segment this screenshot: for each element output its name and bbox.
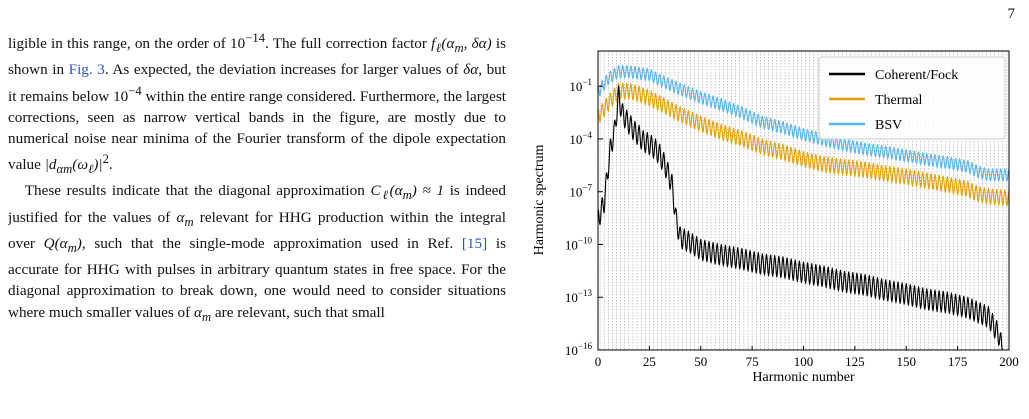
x-tick-label: 150 (897, 354, 917, 369)
legend: Coherent/Fock Thermal BSV (818, 56, 1006, 140)
x-tick-label: 0 (595, 354, 602, 369)
x-tick-label: 175 (948, 354, 968, 369)
reference-15-link[interactable]: [15] (461, 234, 488, 252)
series-line-thermal (598, 82, 1009, 207)
y-tick-label: 10−4 (569, 130, 592, 147)
page-number: 7 (1007, 6, 1016, 22)
y-tick-label: 10−10 (565, 235, 593, 252)
paragraph-2: These results indicate that the diagonal… (8, 182, 506, 324)
body-text: ligible in this range, on the order of 1… (8, 28, 506, 419)
x-tick-label: 25 (643, 354, 656, 369)
series-line-coherent-fock (598, 85, 1005, 350)
legend-label: Coherent/Fock (875, 68, 958, 83)
y-axis-label: Harmonic spectrum (532, 144, 547, 255)
legend-label: Thermal (875, 93, 923, 108)
x-tick-label: 50 (694, 354, 707, 369)
series-layer (598, 64, 1009, 350)
x-tick-label: 100 (794, 354, 814, 369)
legend-box (818, 56, 1006, 140)
legend-label: BSV (875, 118, 902, 133)
y-tick-label: 10−1 (569, 77, 592, 94)
x-tick-label: 200 (999, 354, 1019, 369)
y-axis-ticks: 10−16 10−13 10−10 10−7 10−4 10−1 (565, 77, 603, 358)
paragraph-1: ligible in this range, on the order of 1… (8, 31, 506, 177)
y-tick-label: 10−16 (565, 341, 593, 358)
y-tick-label: 10−7 (569, 183, 592, 200)
x-tick-label: 125 (845, 354, 865, 369)
x-axis-label: Harmonic number (752, 370, 855, 385)
series-line-bsv (598, 64, 1009, 182)
harmonic-spectrum-figure: 0 25 50 75 100 125 150 175 200 10−16 10−13 10−10 10… (515, 40, 1029, 400)
y-tick-label: 10−13 (565, 288, 593, 305)
harmonic-spectrum-chart: 0 25 50 75 100 125 150 175 200 10−1610−1310−1010… (532, 50, 1019, 385)
x-tick-label: 75 (746, 354, 759, 369)
figure-3-link[interactable]: Fig. 3 (68, 61, 105, 79)
x-axis-ticks: 0 25 50 75 100 125 150 175 200 (595, 346, 1019, 369)
